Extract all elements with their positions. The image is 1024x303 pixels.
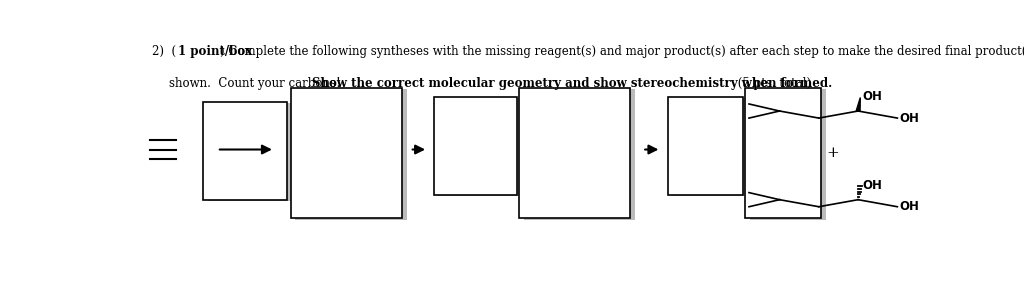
Text: OH: OH xyxy=(899,112,919,125)
Text: +: + xyxy=(826,146,839,160)
Text: 2)  (: 2) ( xyxy=(152,45,176,58)
Text: Show the correct molecular geometry and show stereochemistry when formed.: Show the correct molecular geometry and … xyxy=(312,77,833,90)
Bar xyxy=(433,97,517,195)
Text: OH: OH xyxy=(862,90,882,103)
Bar xyxy=(668,97,743,195)
Bar xyxy=(519,88,631,218)
Text: 1 point/box: 1 point/box xyxy=(178,45,252,58)
Text: OH: OH xyxy=(862,179,882,192)
Bar xyxy=(745,88,821,218)
Bar xyxy=(673,98,748,196)
Bar xyxy=(438,98,521,196)
Bar xyxy=(204,102,287,200)
Bar xyxy=(208,103,292,201)
Text: (5 pts. total): (5 pts. total) xyxy=(734,77,811,90)
Polygon shape xyxy=(856,98,860,111)
Bar xyxy=(524,89,635,220)
Text: OH: OH xyxy=(899,200,919,213)
Text: ) Complete the following syntheses with the missing reagent(s) and major product: ) Complete the following syntheses with … xyxy=(220,45,1024,58)
Bar xyxy=(291,88,401,218)
Text: shown.  Count your carbons!: shown. Count your carbons! xyxy=(169,77,348,90)
Bar xyxy=(751,89,825,220)
Bar xyxy=(296,89,407,220)
